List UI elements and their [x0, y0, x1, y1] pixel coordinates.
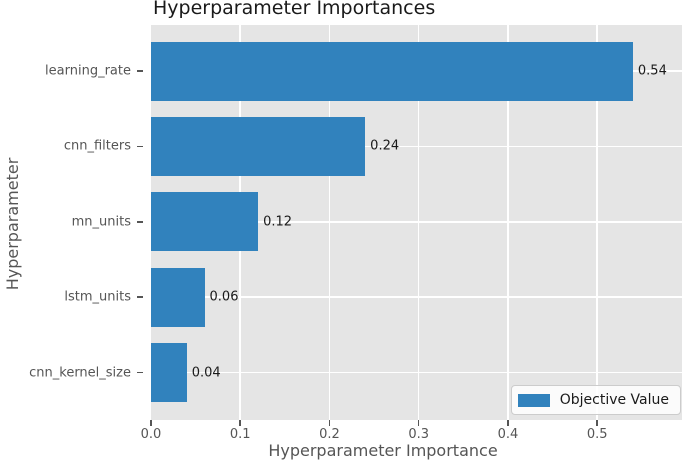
y-tick-mark — [137, 70, 143, 72]
x-tick-label: 0.3 — [408, 427, 430, 442]
y-tick-label-mn_units: mn_units — [71, 214, 131, 230]
bar-cnn_filters — [151, 116, 366, 176]
x-tick-label: 0.4 — [497, 427, 519, 442]
y-tick-label-cnn_kernel_size: cnn_kernel_size — [29, 365, 131, 381]
bar-lstm_units — [151, 267, 205, 327]
bar-learning_rate — [151, 41, 633, 101]
legend-swatch — [517, 393, 550, 407]
bar-value-label: 0.54 — [637, 63, 667, 79]
x-tick-label: 0.0 — [140, 427, 162, 442]
x-tick-mark — [417, 420, 420, 426]
y-tick-label-learning_rate: learning_rate — [45, 63, 131, 79]
y-tick-mark — [137, 371, 143, 374]
y-tick-label-lstm_units: lstm_units — [64, 289, 131, 305]
legend: Objective Value — [510, 385, 681, 415]
y-tick-mark — [137, 145, 143, 148]
bar-value-label: 0.12 — [263, 214, 293, 230]
x-tick-mark — [239, 420, 241, 426]
bar-value-label: 0.04 — [191, 365, 221, 381]
legend-label: Objective Value — [559, 392, 669, 408]
bar-value-label: 0.24 — [370, 138, 400, 154]
x-tick-mark — [328, 420, 331, 426]
x-axis-title: Hyperparameter Importance — [268, 441, 498, 460]
plot-area: 0.54 0.24 0.12 0.06 0.04 — [151, 25, 682, 420]
gridline-horizontal — [151, 371, 682, 374]
bar-value-label: 0.06 — [209, 289, 239, 305]
bar-cnn_kernel_size — [151, 343, 187, 403]
gridline-horizontal — [151, 145, 682, 148]
y-tick-mark — [137, 221, 143, 223]
y-tick-mark — [137, 296, 143, 298]
x-tick-label: 0.5 — [586, 427, 608, 442]
gridline-horizontal — [151, 221, 682, 223]
bar-mn_units — [151, 192, 259, 252]
y-tick-label-cnn_filters: cnn_filters — [63, 138, 131, 154]
x-tick-mark — [150, 420, 152, 426]
x-tick-label: 0.2 — [319, 427, 340, 442]
chart-title: Hyperparameter Importances — [153, 0, 436, 19]
x-tick-mark — [507, 420, 509, 426]
gridline-horizontal — [151, 296, 682, 298]
x-tick-label: 0.1 — [229, 427, 251, 442]
x-tick-mark — [596, 420, 598, 426]
